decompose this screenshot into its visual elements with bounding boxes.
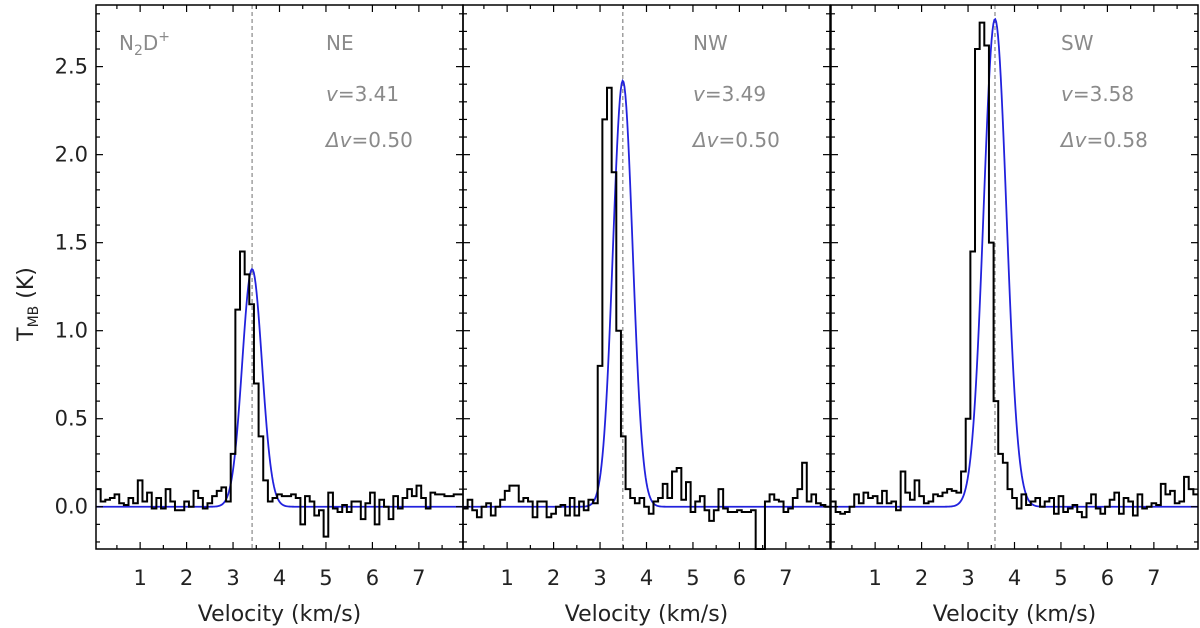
- panel-nw: 1 2 3 4 5 6 7 Velocity (km/s) NW v=3.49 Δv=0.50: [462, 4, 831, 627]
- x-tick-label: 4: [640, 566, 653, 590]
- linewidth-symbol: Δv: [1059, 128, 1088, 152]
- y-tick-label: 1.0: [55, 319, 88, 343]
- linewidth-symbol: Δv: [691, 128, 720, 152]
- panel-frame: [462, 4, 831, 550]
- x-tick-label: 4: [1008, 566, 1021, 590]
- x-tick-label: 4: [273, 566, 286, 590]
- x-tick-label: 3: [961, 566, 974, 590]
- velocity-symbol: v: [1061, 82, 1074, 106]
- region-label: NW: [693, 31, 728, 55]
- spectrum-step-line: [831, 21, 1198, 519]
- x-tick-label: 7: [1147, 566, 1160, 590]
- velocity-symbol: v: [326, 82, 339, 106]
- y-tick-label: 0.0: [55, 495, 88, 519]
- y-axis-title-main: T: [14, 327, 39, 342]
- x-tick-label: 1: [133, 566, 146, 590]
- x-tick-label: 2: [915, 566, 928, 590]
- linewidth-annotation: Δv=0.50: [324, 128, 413, 152]
- panel-sw: 1 2 3 4 5 6 7 Velocity (km/s) SW v=3.58 Δv=0.58: [830, 4, 1199, 627]
- velocity-annotation: v=3.49: [693, 82, 766, 106]
- spectrum-step-line: [96, 250, 463, 538]
- velocity-annotation: v=3.41: [326, 82, 399, 106]
- x-tick-label: 3: [593, 566, 606, 590]
- y-tick-label: 2.5: [55, 55, 88, 79]
- gaussian-fit-line: [831, 17, 1198, 508]
- x-tick-label: 7: [779, 566, 792, 590]
- x-tick-label: 2: [180, 566, 193, 590]
- linewidth-annotation: Δv=0.50: [691, 128, 780, 152]
- region-label: SW: [1061, 31, 1094, 55]
- linewidth-value: =0.50: [352, 128, 413, 152]
- velocity-value: =3.58: [1073, 82, 1134, 106]
- x-tick-label: 7: [412, 566, 425, 590]
- x-tick-label: 5: [686, 566, 699, 590]
- x-tick-label: 6: [366, 566, 379, 590]
- linewidth-annotation: Δv=0.58: [1059, 128, 1148, 152]
- velocity-symbol: v: [693, 82, 706, 106]
- x-axis-title: Velocity (km/s): [565, 602, 729, 627]
- x-tick-label: 1: [868, 566, 881, 590]
- x-tick-label: 6: [1101, 566, 1114, 590]
- x-axis-title: Velocity (km/s): [933, 602, 1097, 627]
- y-axis-title: TMB (K): [14, 267, 42, 342]
- gaussian-fit-line: [96, 267, 463, 508]
- panel-frame: [830, 4, 1199, 550]
- y-tick-label: 2.0: [55, 143, 88, 167]
- x-tick-label: 6: [733, 566, 746, 590]
- linewidth-value: =0.50: [719, 128, 780, 152]
- molecule-label-subscript: 2: [134, 43, 143, 59]
- x-tick-label: 2: [547, 566, 560, 590]
- linewidth-value: =0.58: [1087, 128, 1148, 152]
- panel-ne: 1 2 3 4 5 6 7 0.0 0.5 1.0 1.5 2.0 2.5 Velocity (km/s)…: [55, 4, 464, 627]
- molecule-label-tail: D: [143, 31, 158, 55]
- molecule-label: N2D+: [119, 29, 170, 59]
- spectrum-step-line: [463, 86, 830, 550]
- y-tick-label: 0.5: [55, 407, 88, 431]
- linewidth-symbol: Δv: [324, 128, 353, 152]
- panel-frame: [95, 4, 464, 550]
- x-tick-label: 1: [500, 566, 513, 590]
- region-label: NE: [326, 31, 354, 55]
- velocity-annotation: v=3.58: [1061, 82, 1134, 106]
- y-tick-label: 1.5: [55, 231, 88, 255]
- x-tick-label: 5: [319, 566, 332, 590]
- x-axis-title: Velocity (km/s): [198, 602, 362, 627]
- velocity-value: =3.41: [338, 82, 399, 106]
- velocity-value: =3.49: [705, 82, 766, 106]
- x-tick-label: 3: [226, 566, 239, 590]
- gaussian-fit-line: [463, 78, 830, 508]
- y-axis-title-subscript: MB: [26, 306, 42, 328]
- x-tick-label: 5: [1054, 566, 1067, 590]
- y-axis-title-unit: (K): [14, 267, 39, 306]
- molecule-label-superscript: +: [158, 29, 170, 45]
- molecule-label-main: N: [119, 31, 134, 55]
